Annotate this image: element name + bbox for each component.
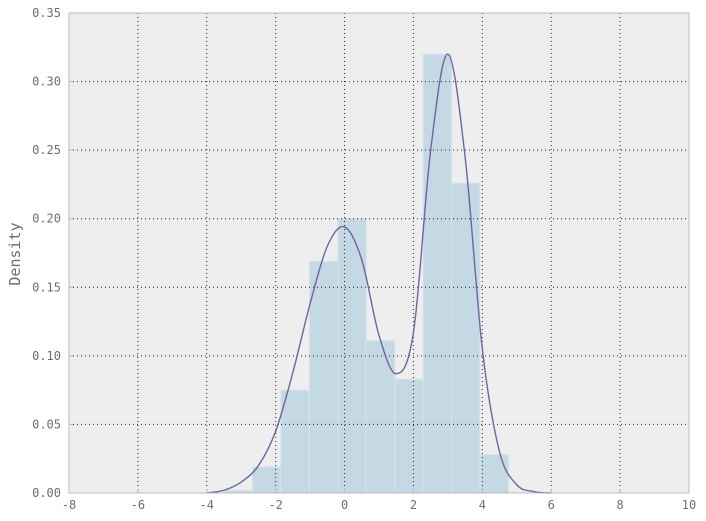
histogram-bar bbox=[479, 454, 510, 494]
x-tick-label: 0 bbox=[341, 498, 348, 512]
kde-line bbox=[206, 53, 552, 494]
y-axis-ticks: 0.00 0.05 0.10 0.15 0.20 0.25 0.30 0.35 bbox=[32, 6, 73, 500]
histogram-bar bbox=[451, 182, 481, 494]
histogram-bar bbox=[308, 260, 339, 494]
histogram-bar bbox=[365, 340, 396, 494]
y-tick-label: 0.30 bbox=[32, 75, 61, 89]
kde-curve-group bbox=[206, 53, 552, 494]
x-axis-ticks: -8 -6 -4 -2 0 2 4 6 8 10 bbox=[62, 489, 696, 512]
x-tick-label: -6 bbox=[131, 498, 145, 512]
histogram-bar bbox=[252, 466, 282, 494]
x-tick-label: -2 bbox=[268, 498, 282, 512]
x-tick-label: 6 bbox=[548, 498, 555, 512]
y-tick-label: 0.05 bbox=[32, 417, 61, 431]
y-tick-label: 0.00 bbox=[32, 486, 61, 500]
grid-lines bbox=[69, 13, 689, 493]
y-axis-label: Density bbox=[6, 222, 24, 285]
plot-frame bbox=[68, 12, 690, 494]
y-tick-label: 0.25 bbox=[32, 143, 61, 157]
y-tick-label: 0.10 bbox=[32, 349, 61, 363]
x-tick-label: 2 bbox=[410, 498, 417, 512]
y-tick-label: 0.35 bbox=[32, 6, 61, 20]
histogram-bars bbox=[223, 53, 510, 494]
x-tick-label: 10 bbox=[682, 498, 696, 512]
histogram-bar bbox=[394, 378, 424, 494]
histogram-bar bbox=[280, 389, 310, 494]
y-tick-label: 0.15 bbox=[32, 280, 61, 294]
x-tick-label: 8 bbox=[616, 498, 623, 512]
histogram-bar bbox=[422, 53, 453, 494]
x-tick-label: -4 bbox=[200, 498, 214, 512]
y-tick-label: 0.20 bbox=[32, 212, 61, 226]
x-tick-label: -8 bbox=[62, 498, 76, 512]
x-tick-label: 4 bbox=[479, 498, 486, 512]
